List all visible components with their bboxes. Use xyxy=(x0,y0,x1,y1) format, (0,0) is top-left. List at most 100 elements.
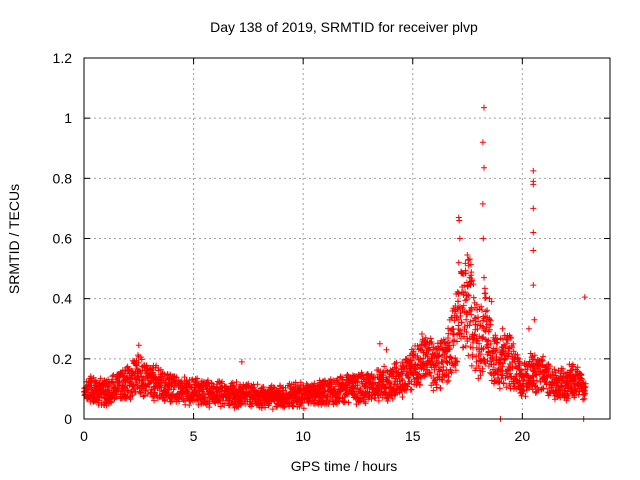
data-point xyxy=(136,368,143,375)
data-point xyxy=(484,307,491,314)
data-point xyxy=(480,274,487,281)
data-point xyxy=(206,404,213,411)
data-point xyxy=(498,375,505,382)
data-point xyxy=(498,367,505,374)
data-point xyxy=(485,337,492,344)
data-point xyxy=(444,379,451,386)
data-point xyxy=(217,396,224,403)
data-point xyxy=(480,345,487,352)
data-point xyxy=(336,397,343,404)
data-point xyxy=(140,393,147,400)
data-point xyxy=(409,370,416,377)
data-point xyxy=(551,366,558,373)
data-point xyxy=(476,340,483,347)
data-point xyxy=(229,379,236,386)
data-point xyxy=(532,389,539,396)
data-point xyxy=(473,301,480,308)
data-point xyxy=(462,270,469,277)
data-point xyxy=(462,260,469,267)
data-point xyxy=(158,366,165,373)
data-point xyxy=(399,394,406,401)
x-tick-label: 15 xyxy=(405,428,421,444)
data-point xyxy=(486,295,493,302)
data-point xyxy=(473,358,480,365)
data-point xyxy=(393,365,400,372)
data-point xyxy=(262,404,269,411)
data-point xyxy=(484,357,491,364)
data-point xyxy=(582,380,589,387)
data-point xyxy=(494,339,501,346)
data-point xyxy=(258,404,265,411)
data-point xyxy=(538,356,545,363)
data-point xyxy=(452,355,459,362)
data-point xyxy=(478,303,485,310)
data-point xyxy=(502,344,509,351)
data-point xyxy=(463,329,470,336)
data-point xyxy=(534,384,541,391)
data-point xyxy=(405,374,412,381)
data-point xyxy=(383,346,390,353)
data-point xyxy=(123,394,130,401)
data-point xyxy=(467,344,474,351)
data-point xyxy=(538,361,545,368)
data-point xyxy=(496,359,503,366)
data-point xyxy=(399,377,406,384)
data-point xyxy=(460,302,467,309)
data-point xyxy=(474,314,481,321)
data-point xyxy=(133,365,140,372)
data-point xyxy=(457,303,464,310)
data-point xyxy=(530,282,537,289)
data-point xyxy=(480,355,487,362)
data-point xyxy=(515,358,522,365)
grid-lines xyxy=(84,58,610,419)
y-tick-label: 0.2 xyxy=(53,351,73,367)
data-point xyxy=(462,343,469,350)
data-point xyxy=(487,317,494,324)
data-point xyxy=(546,390,553,397)
data-point xyxy=(141,392,148,399)
data-point xyxy=(546,363,553,370)
data-point xyxy=(455,259,462,266)
data-point xyxy=(430,387,437,394)
data-point xyxy=(451,330,458,337)
data-point xyxy=(448,355,455,362)
data-point xyxy=(433,363,440,370)
data-point xyxy=(457,312,464,319)
data-point xyxy=(420,366,427,373)
data-point xyxy=(468,362,475,369)
data-point xyxy=(124,387,131,394)
data-point xyxy=(507,334,514,341)
data-point xyxy=(474,325,481,332)
data-point xyxy=(535,387,542,394)
y-tick-label: 0.4 xyxy=(53,291,73,307)
data-point xyxy=(427,369,434,376)
data-point xyxy=(570,363,577,370)
data-point xyxy=(481,356,488,363)
data-point xyxy=(468,269,475,276)
data-point xyxy=(440,363,447,370)
data-point xyxy=(477,351,484,358)
data-point xyxy=(525,325,532,332)
data-point xyxy=(417,382,424,389)
data-point xyxy=(510,340,517,347)
data-point xyxy=(436,352,443,359)
data-point xyxy=(493,353,500,360)
data-point xyxy=(340,374,347,381)
data-point xyxy=(552,369,559,376)
data-point xyxy=(393,359,400,366)
data-point xyxy=(270,384,277,391)
data-point xyxy=(389,395,396,402)
data-point xyxy=(105,387,112,394)
data-point xyxy=(465,352,472,359)
data-point xyxy=(245,380,252,387)
data-point xyxy=(381,363,388,370)
data-point xyxy=(530,205,537,212)
data-point xyxy=(503,334,510,341)
y-tick-label: 1 xyxy=(64,110,72,126)
data-point xyxy=(372,395,379,402)
data-point xyxy=(463,316,470,323)
data-point xyxy=(87,373,94,380)
data-point xyxy=(475,375,482,382)
data-point xyxy=(487,340,494,347)
